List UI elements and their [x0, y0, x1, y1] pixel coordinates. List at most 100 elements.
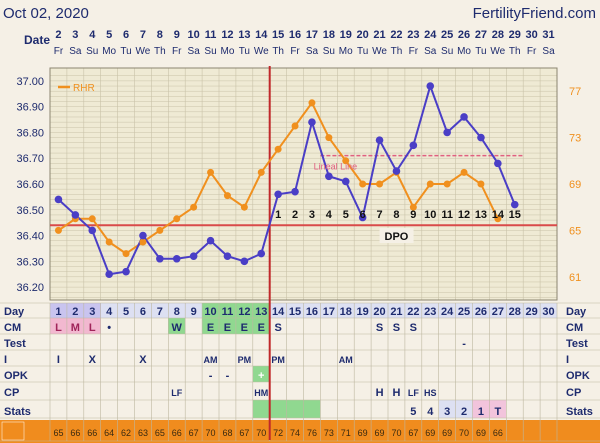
bbt-point — [189, 252, 198, 260]
weekday-label: Th — [272, 46, 284, 57]
weekday-label: We — [254, 46, 269, 57]
intercourse-cell: I — [57, 354, 60, 366]
dpo-number: 12 — [458, 209, 470, 221]
day-number: 26 — [475, 306, 487, 318]
dpo-number: 1 — [275, 209, 281, 221]
day-number: 23 — [424, 306, 436, 318]
cm-cell: E — [224, 322, 231, 334]
weekday-label: Su — [86, 46, 98, 57]
day-cell-bg — [354, 303, 372, 318]
rhr-point — [207, 168, 215, 176]
rhr-point — [494, 215, 502, 223]
day-cell-bg — [404, 303, 422, 318]
bbt-point — [291, 187, 299, 196]
rhr-value-cell: 66 — [70, 428, 80, 438]
row-label-right: CM — [566, 322, 583, 334]
rhr-point — [223, 192, 231, 200]
date-label: 23 — [407, 29, 419, 41]
weekday-label: Mo — [220, 46, 234, 57]
bbt-point — [325, 172, 333, 181]
opk-positive-bg — [252, 366, 270, 382]
day-number: 18 — [340, 306, 352, 318]
stats-cell: T — [494, 406, 501, 418]
cp-cell: LF — [408, 388, 419, 398]
dpo-number: 7 — [376, 209, 382, 221]
cp-cell: H — [376, 387, 384, 399]
date-label: 16 — [289, 29, 301, 41]
date-label: 20 — [357, 29, 369, 41]
page-header: Oct 02, 2020 FertilityFriend.com — [0, 0, 600, 26]
cm-cell: E — [241, 322, 248, 334]
rhr-value-cell: 71 — [341, 428, 351, 438]
rhr-value-cell: 68 — [222, 428, 232, 438]
bbt-point — [426, 82, 435, 90]
rhr-point — [240, 203, 248, 211]
weekday-label: Fr — [527, 46, 537, 57]
dpo-number: 14 — [492, 209, 505, 221]
rhr-point — [274, 145, 282, 153]
weekday-label: Mo — [339, 46, 353, 57]
bbt-point — [477, 133, 485, 142]
date-label: 10 — [188, 29, 200, 41]
lineal-line-label: Lineal Line — [314, 162, 358, 172]
stats-fertile-bg — [303, 400, 321, 418]
fertile-cm-bg — [235, 318, 253, 334]
cp-cell: H — [392, 387, 400, 399]
intercourse-cell: X — [89, 354, 97, 366]
bbt-series-line — [57, 82, 516, 276]
stats-fertile-bg — [269, 400, 287, 418]
weekday-label: Su — [441, 46, 453, 57]
row-label-left: Stats — [4, 406, 31, 418]
weekday-label: We — [490, 46, 505, 57]
cm-cell: E — [207, 322, 214, 334]
row-label-left: CM — [4, 322, 21, 334]
cm-cell: M — [71, 322, 80, 334]
temp-tick-label: 36.60 — [16, 179, 44, 191]
rhr-point — [190, 203, 198, 211]
day-cell-bg — [506, 303, 524, 318]
rhr-value-cell: 76 — [307, 428, 317, 438]
date-label: 9 — [174, 29, 180, 41]
menses-cell-bg — [66, 318, 84, 334]
bbt-point — [308, 118, 316, 126]
stats-cell: 5 — [410, 406, 416, 418]
weekday-label: Tu — [239, 46, 250, 57]
rhr-point — [460, 168, 468, 176]
dpo-number: 8 — [393, 209, 399, 221]
weekday-label: Th — [154, 46, 166, 57]
weekday-label: Tu — [357, 46, 368, 57]
rhr-point — [342, 157, 350, 165]
fertile-day-bg — [252, 303, 270, 318]
day-cell-bg — [421, 303, 439, 318]
cm-cell: E — [258, 322, 265, 334]
weekday-label: Sa — [306, 46, 319, 57]
row-label-right: CP — [566, 387, 581, 399]
dpo-number: 11 — [441, 209, 453, 221]
date-label: 29 — [509, 29, 521, 41]
weekday-label: Sa — [69, 46, 82, 57]
rhr-point — [359, 180, 367, 188]
row-label-left: OPK — [4, 370, 28, 382]
rhr-point — [409, 203, 417, 211]
day-number: 11 — [222, 306, 234, 318]
rhr-point — [122, 250, 130, 258]
rhr-value-cell: 67 — [189, 428, 199, 438]
date-label: 30 — [526, 29, 538, 41]
rhr-value-cell: 66 — [172, 428, 182, 438]
day-number: 19 — [357, 306, 369, 318]
temp-tick-label: 36.80 — [16, 127, 44, 139]
stats-cell: 3 — [444, 406, 450, 418]
date-label: 8 — [157, 29, 163, 41]
day-number: 16 — [306, 306, 318, 318]
day-cell-bg — [472, 303, 490, 318]
day-number: 6 — [140, 306, 146, 318]
intercourse-cell: PM — [238, 355, 252, 365]
date-label: 19 — [340, 29, 352, 41]
weekday-label: Sa — [542, 46, 555, 57]
opk-cell: - — [226, 370, 230, 382]
rhr-value-cell: 65 — [53, 428, 63, 438]
bbt-point — [358, 213, 367, 222]
brand-link[interactable]: FertilityFriend.com — [472, 5, 596, 22]
